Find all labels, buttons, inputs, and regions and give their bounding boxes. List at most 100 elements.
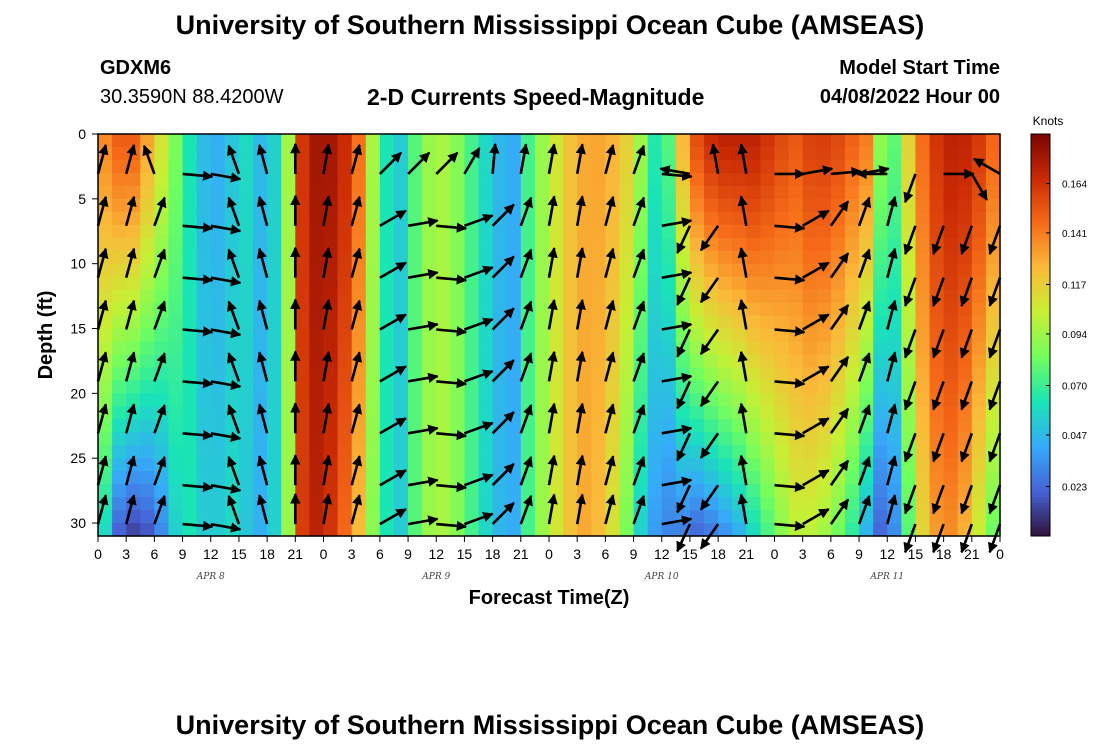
date-labels: APR 8 APR 9 APR 10 APR 11 [196, 572, 904, 582]
heatmap-cell [267, 315, 282, 330]
heatmap-cell [887, 523, 902, 537]
heatmap-cell [873, 523, 888, 537]
heatmap-cell [168, 250, 184, 265]
heatmap-cell [393, 328, 409, 343]
heatmap-cell [957, 159, 973, 174]
heatmap-cell [182, 328, 198, 343]
heatmap-cell [281, 315, 296, 330]
heatmap-cell [647, 484, 663, 498]
heatmap-cell [210, 419, 226, 433]
heatmap-cell [901, 354, 917, 369]
heatmap-cell [295, 445, 310, 459]
heatmap-cell [957, 315, 973, 330]
heatmap-cell [619, 523, 635, 537]
heatmap-cell [844, 380, 860, 394]
current-arrow [321, 143, 333, 175]
current-arrow [182, 326, 214, 337]
current-arrow [436, 378, 468, 389]
heatmap-cell [957, 250, 973, 265]
heatmap-cell [732, 276, 747, 291]
heatmap-cell [238, 198, 254, 213]
heatmap-cell [619, 458, 635, 472]
heatmap-cell [224, 237, 240, 252]
heatmap-cell [365, 315, 381, 330]
heatmap-cell [365, 237, 381, 252]
date-label: APR 11 [869, 572, 904, 582]
heatmap-cell [943, 211, 959, 226]
current-arrow [699, 328, 720, 355]
heatmap-cell [295, 302, 310, 317]
heatmap-cell [478, 134, 494, 148]
heatmap-cell [98, 276, 113, 291]
heatmap-cell [901, 159, 917, 174]
heatmap-cell [689, 224, 705, 239]
heatmap-cell [689, 419, 705, 433]
heatmap-cell [774, 237, 790, 252]
heatmap-cell [379, 172, 395, 187]
heatmap-cell [436, 172, 451, 187]
heatmap-cell [943, 523, 959, 537]
current-arrow [774, 520, 806, 532]
heatmap-cell [506, 211, 522, 226]
current-arrow [973, 157, 1001, 176]
heatmap-cell [943, 185, 959, 200]
heatmap-cell [816, 146, 832, 161]
heatmap-cell [901, 302, 917, 317]
heatmap-cell [520, 224, 536, 239]
heatmap-cell [788, 510, 804, 524]
heatmap-cell [126, 523, 141, 537]
heatmap-cell [422, 497, 437, 511]
current-arrow [959, 432, 974, 463]
heatmap-cell [534, 458, 550, 472]
heatmap-cell [379, 419, 395, 433]
heatmap-cell [718, 341, 733, 356]
heatmap-cell [563, 419, 578, 433]
heatmap-cell [760, 380, 776, 394]
heatmap-cell [450, 211, 466, 226]
heatmap-cell [901, 458, 917, 472]
heatmap-cell [929, 211, 945, 226]
heatmap-cell [943, 380, 959, 394]
heatmap-cell [746, 341, 761, 356]
heatmap-cell [520, 276, 536, 291]
heatmap-cell [985, 302, 1001, 317]
heatmap-cell [408, 445, 423, 459]
heatmap-cell [506, 159, 522, 174]
heatmap-cell [154, 380, 170, 394]
heatmap-cell [281, 419, 296, 433]
heatmap-cell [788, 198, 804, 213]
current-arrow [350, 143, 363, 175]
colorbar-tick-label: 0.047 [1062, 431, 1087, 442]
heatmap-cell [140, 458, 155, 472]
heatmap-cell [309, 484, 325, 498]
heatmap-cell [746, 445, 761, 459]
heatmap-cell [816, 484, 832, 498]
current-arrow [575, 402, 586, 434]
heatmap-cell [506, 328, 522, 343]
heatmap-cell [450, 237, 466, 252]
heatmap-cell [196, 419, 212, 433]
heatmap-cell [337, 146, 353, 161]
heatmap-cell [929, 159, 945, 174]
heatmap-cell [168, 419, 184, 433]
current-arrow [210, 224, 242, 235]
heatmap-cell [760, 211, 776, 226]
current-arrow [210, 483, 242, 494]
heatmap-cell [619, 432, 635, 446]
heatmap-cell [464, 250, 480, 265]
heatmap-cell [112, 445, 127, 459]
current-arrow [988, 225, 1002, 255]
heatmap-cell [393, 354, 409, 369]
heatmap-cell [844, 263, 860, 278]
heatmap-cell [210, 393, 226, 407]
current-arrow [857, 494, 872, 525]
current-arrow [886, 351, 898, 382]
heatmap-cell [196, 341, 212, 356]
heatmap-cell [464, 159, 480, 174]
heatmap-cell [689, 263, 705, 278]
heatmap-cell [704, 302, 719, 317]
heatmap-cell [112, 276, 127, 291]
heatmap-cell [746, 185, 761, 200]
heatmap-cell [210, 237, 226, 252]
